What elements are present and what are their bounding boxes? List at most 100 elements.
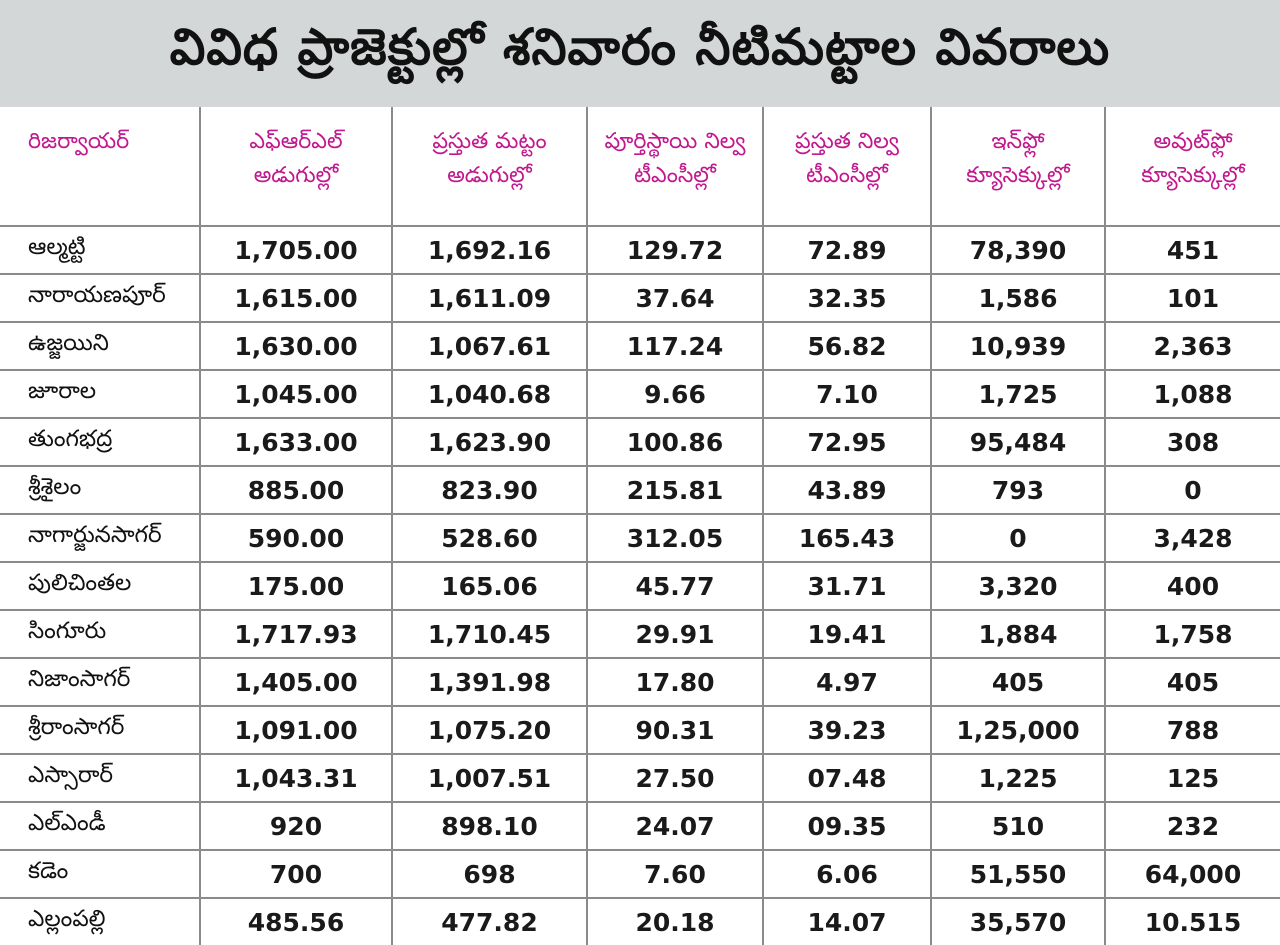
reservoir-name-cell: శ్రీరాంసాగర్	[0, 705, 200, 754]
value-cell: 35,570	[930, 897, 1105, 945]
value-cell: 823.90	[391, 465, 587, 514]
reservoir-name-cell: ఆల్మట్టి	[0, 225, 200, 274]
value-cell: 64,000	[1104, 849, 1280, 898]
value-cell: 125	[1104, 753, 1280, 802]
value-cell: 9.66	[586, 369, 763, 418]
value-cell: 1,710.45	[391, 609, 587, 658]
value-cell: 1,758	[1104, 609, 1280, 658]
table-row: సింగూరు 1,717.93 1,710.45 29.91 19.41 1,884 1,…	[0, 609, 1280, 658]
value-cell: 95,484	[930, 417, 1105, 466]
reservoir-name-cell: ఎస్సారార్	[0, 753, 200, 802]
reservoir-table: రిజర్వాయర్ ఎఫ్‌ఆర్‌ఎల్ అడుగుల్లో ప్రస్తుత మ…	[0, 107, 1280, 945]
reservoir-name-cell: నాగార్జునసాగర్	[0, 513, 200, 562]
value-cell: 1,630.00	[199, 321, 392, 370]
value-cell: 477.82	[391, 897, 587, 945]
value-cell: 6.06	[762, 849, 931, 898]
value-cell: 1,040.68	[391, 369, 587, 418]
table-row: తుంగభద్ర 1,633.00 1,623.90 100.86 72.95 95,48…	[0, 417, 1280, 466]
value-cell: 1,045.00	[199, 369, 392, 418]
reservoir-name-cell: సింగూరు	[0, 609, 200, 658]
value-cell: 37.64	[586, 273, 763, 322]
column-header-line: టీఎంసీల్లో	[806, 163, 888, 188]
value-cell: 31.71	[762, 561, 931, 610]
value-cell: 7.10	[762, 369, 931, 418]
value-cell: 1,615.00	[199, 273, 392, 322]
value-cell: 10,939	[930, 321, 1105, 370]
value-cell: 14.07	[762, 897, 931, 945]
value-cell: 528.60	[391, 513, 587, 562]
column-header-line: క్యూసెక్కుల్లో	[1141, 163, 1245, 188]
value-cell: 24.07	[586, 801, 763, 850]
value-cell: 101	[1104, 273, 1280, 322]
value-cell: 90.31	[586, 705, 763, 754]
value-cell: 0	[1104, 465, 1280, 514]
column-header: పూర్తిస్థాయి నిల్వ టీఎంసీల్లో	[586, 107, 763, 226]
value-cell: 20.18	[586, 897, 763, 945]
value-cell: 51,550	[930, 849, 1105, 898]
value-cell: 43.89	[762, 465, 931, 514]
value-cell: 1,088	[1104, 369, 1280, 418]
value-cell: 510	[930, 801, 1105, 850]
table-row: జూరాల 1,045.00 1,040.68 9.66 7.10 1,725 1,088	[0, 369, 1280, 418]
value-cell: 39.23	[762, 705, 931, 754]
value-cell: 898.10	[391, 801, 587, 850]
value-cell: 78,390	[930, 225, 1105, 274]
reservoir-name-cell: నారాయణపూర్	[0, 273, 200, 322]
value-cell: 885.00	[199, 465, 392, 514]
column-header: ప్రస్తుత నిల్వ టీఎంసీల్లో	[762, 107, 931, 226]
value-cell: 56.82	[762, 321, 931, 370]
value-cell: 308	[1104, 417, 1280, 466]
value-cell: 100.86	[586, 417, 763, 466]
reservoir-name-cell: నిజాంసాగర్	[0, 657, 200, 706]
reservoir-name-cell: ఎల్లంపల్లి	[0, 897, 200, 945]
column-header: ఎఫ్‌ఆర్‌ఎల్ అడుగుల్లో	[199, 107, 392, 226]
value-cell: 10.515	[1104, 897, 1280, 945]
value-cell: 165.06	[391, 561, 587, 610]
table-row: నారాయణపూర్ 1,615.00 1,611.09 37.64 32.35 1,58…	[0, 273, 1280, 322]
table-row: కడెం 700 698 7.60 6.06 51,550 64,000	[0, 849, 1280, 898]
value-cell: 2,363	[1104, 321, 1280, 370]
value-cell: 312.05	[586, 513, 763, 562]
value-cell: 215.81	[586, 465, 763, 514]
column-header-line: ఎఫ్‌ఆర్‌ఎల్	[249, 129, 343, 154]
value-cell: 788	[1104, 705, 1280, 754]
column-header-line: ప్రస్తుత మట్టం	[432, 129, 547, 154]
column-header-line: టీఎంసీల్లో	[634, 163, 716, 188]
value-cell: 1,043.31	[199, 753, 392, 802]
table-row: ఎస్సారార్ 1,043.31 1,007.51 27.50 07.48 1,225…	[0, 753, 1280, 802]
value-cell: 1,725	[930, 369, 1105, 418]
value-cell: 45.77	[586, 561, 763, 610]
column-header-line: క్యూసెక్కుల్లో	[966, 163, 1070, 188]
column-header: రిజర్వాయర్	[0, 107, 200, 226]
table-row: నాగార్జునసాగర్ 590.00 528.60 312.05 165.43 0 3…	[0, 513, 1280, 562]
table-row: ఉజ్జయిని 1,630.00 1,067.61 117.24 56.82 10,93…	[0, 321, 1280, 370]
title-bar: వివిధ ప్రాజెక్టుల్లో శనివారం నీటిమట్టాల …	[0, 0, 1280, 107]
value-cell: 1,405.00	[199, 657, 392, 706]
value-cell: 09.35	[762, 801, 931, 850]
column-header-line: అడుగుల్లో	[253, 163, 339, 188]
value-cell: 3,428	[1104, 513, 1280, 562]
value-cell: 0	[930, 513, 1105, 562]
column-header-line: రిజర్వాయర్	[28, 129, 130, 154]
value-cell: 485.56	[199, 897, 392, 945]
column-header: అవుట్‌ఫ్లో క్యూసెక్కుల్లో	[1104, 107, 1280, 226]
column-header-line: అవుట్‌ఫ్లో	[1153, 129, 1233, 154]
value-cell: 1,611.09	[391, 273, 587, 322]
value-cell: 129.72	[586, 225, 763, 274]
column-header-line: అడుగుల్లో	[447, 163, 532, 188]
column-header-line: ఇన్‌ఫ్లో	[991, 129, 1045, 154]
value-cell: 405	[1104, 657, 1280, 706]
value-cell: 232	[1104, 801, 1280, 850]
value-cell: 1,623.90	[391, 417, 587, 466]
value-cell: 920	[199, 801, 392, 850]
value-cell: 1,075.20	[391, 705, 587, 754]
value-cell: 117.24	[586, 321, 763, 370]
reservoir-name-cell: కడెం	[0, 849, 200, 898]
table-row: ఎల్ఎండీ 920 898.10 24.07 09.35 510 232	[0, 801, 1280, 850]
value-cell: 1,067.61	[391, 321, 587, 370]
header-row: రిజర్వాయర్ ఎఫ్‌ఆర్‌ఎల్ అడుగుల్లో ప్రస్తుత మ…	[0, 107, 1280, 226]
page-title: వివిధ ప్రాజెక్టుల్లో శనివారం నీటిమట్టాల …	[169, 18, 1111, 76]
value-cell: 793	[930, 465, 1105, 514]
value-cell: 1,091.00	[199, 705, 392, 754]
table-row: పులిచింతల 175.00 165.06 45.77 31.71 3,320 400	[0, 561, 1280, 610]
